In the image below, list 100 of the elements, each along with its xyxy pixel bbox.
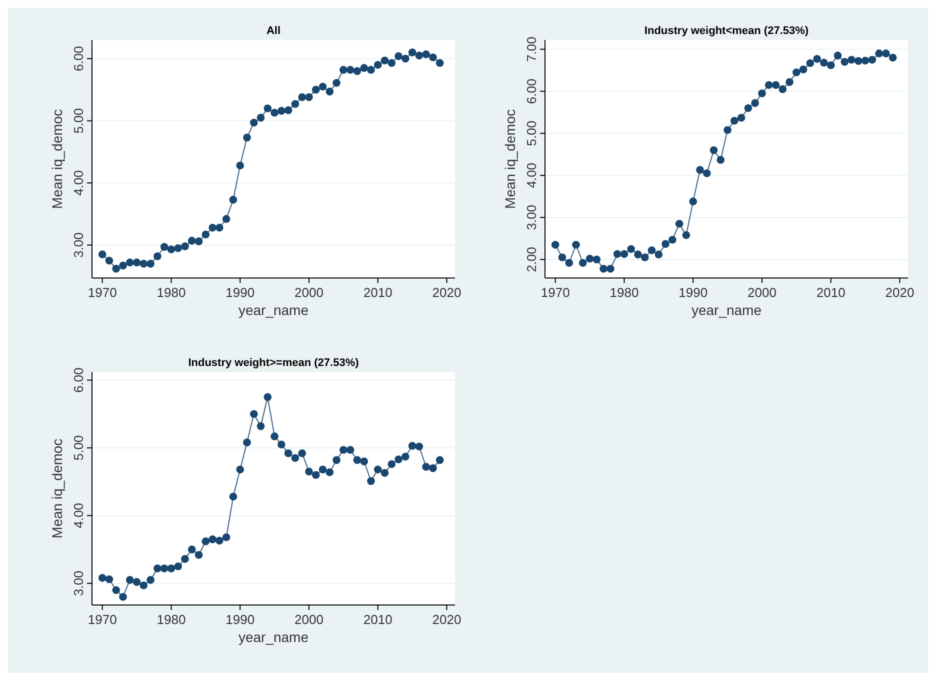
point	[558, 253, 566, 262]
point	[202, 230, 210, 238]
point	[340, 446, 348, 454]
point	[188, 546, 196, 554]
point	[346, 66, 354, 74]
point	[256, 114, 265, 122]
point	[882, 50, 890, 58]
x-axis-title: year_name	[691, 302, 762, 318]
point	[140, 260, 148, 268]
point	[264, 393, 272, 401]
point	[654, 250, 663, 258]
point	[600, 264, 608, 273]
y-tick-label: 3.00	[71, 232, 86, 258]
point	[278, 440, 286, 448]
x-tick-label: 1970	[88, 285, 117, 300]
point	[140, 581, 148, 590]
y-tick-label: 6.00	[524, 78, 539, 104]
point	[374, 466, 382, 474]
x-tick-label: 2020	[432, 612, 462, 627]
y-tick-label: 5.00	[71, 435, 86, 461]
x-tick-label: 2010	[363, 612, 392, 627]
point	[620, 250, 628, 258]
point	[312, 471, 320, 479]
point	[167, 246, 176, 254]
x-tick-label: 1970	[540, 285, 570, 300]
y-axis-title: Mean iq_democ	[49, 109, 65, 209]
point	[98, 574, 106, 582]
point	[422, 462, 430, 471]
point	[662, 240, 670, 248]
point	[298, 449, 306, 458]
y-tick-label: 7.00	[524, 36, 539, 62]
point	[861, 56, 870, 65]
x-tick-label: 2020	[432, 285, 462, 300]
point	[146, 260, 154, 268]
point	[778, 85, 787, 94]
x-tick-label: 1980	[156, 612, 186, 627]
point	[291, 454, 300, 462]
x-tick-label: 1980	[156, 285, 186, 300]
point	[318, 82, 327, 91]
point	[284, 449, 292, 458]
x-axis-title: year_name	[238, 302, 309, 318]
y-tick-label: 5.00	[71, 108, 86, 134]
point	[737, 114, 746, 122]
point	[415, 442, 424, 450]
point	[854, 57, 862, 65]
point	[243, 438, 251, 446]
point	[772, 81, 780, 89]
x-tick-label: 1990	[226, 285, 255, 300]
point	[586, 254, 594, 263]
point	[401, 452, 410, 461]
point	[181, 242, 189, 250]
point	[834, 52, 842, 60]
y-axis-title: Mean iq_democ	[49, 438, 65, 538]
point	[194, 550, 203, 559]
y-tick-label: 6.00	[71, 367, 86, 393]
point	[194, 237, 203, 246]
point	[112, 264, 120, 273]
point	[318, 466, 327, 474]
point	[764, 81, 773, 89]
point	[394, 52, 402, 60]
point	[840, 58, 849, 66]
point	[208, 224, 216, 232]
point	[640, 253, 649, 262]
x-tick-label: 1970	[88, 612, 117, 627]
point	[243, 134, 251, 142]
point	[256, 422, 265, 430]
chart-title: Industry weight>=mean (27.53%)	[188, 357, 360, 369]
y-tick-label: 4.00	[71, 170, 86, 196]
x-tick-label: 2010	[816, 285, 846, 300]
point	[394, 455, 402, 464]
point	[888, 54, 897, 62]
point	[806, 59, 814, 68]
y-tick-label: 2.00	[524, 246, 539, 272]
point	[730, 116, 738, 125]
point	[270, 432, 278, 440]
point	[696, 166, 704, 174]
point	[208, 535, 216, 544]
point	[146, 576, 154, 584]
point	[675, 220, 684, 228]
point	[222, 215, 230, 223]
point	[154, 252, 162, 260]
x-tick-label: 1980	[610, 285, 639, 300]
point	[250, 410, 258, 418]
point	[868, 56, 876, 64]
point	[367, 66, 375, 74]
point	[415, 52, 424, 60]
point	[132, 578, 141, 586]
x-tick-label: 1990	[678, 285, 708, 300]
y-tick-label: 4.00	[524, 162, 539, 188]
point	[346, 446, 354, 454]
y-tick-label: 5.00	[524, 120, 539, 146]
y-tick-label: 3.00	[71, 570, 86, 596]
x-tick-label: 2020	[885, 285, 914, 300]
point	[360, 64, 368, 72]
point	[367, 477, 375, 485]
point	[848, 56, 856, 64]
point	[627, 245, 636, 253]
point	[572, 240, 580, 249]
point	[551, 240, 560, 249]
point	[813, 55, 821, 63]
